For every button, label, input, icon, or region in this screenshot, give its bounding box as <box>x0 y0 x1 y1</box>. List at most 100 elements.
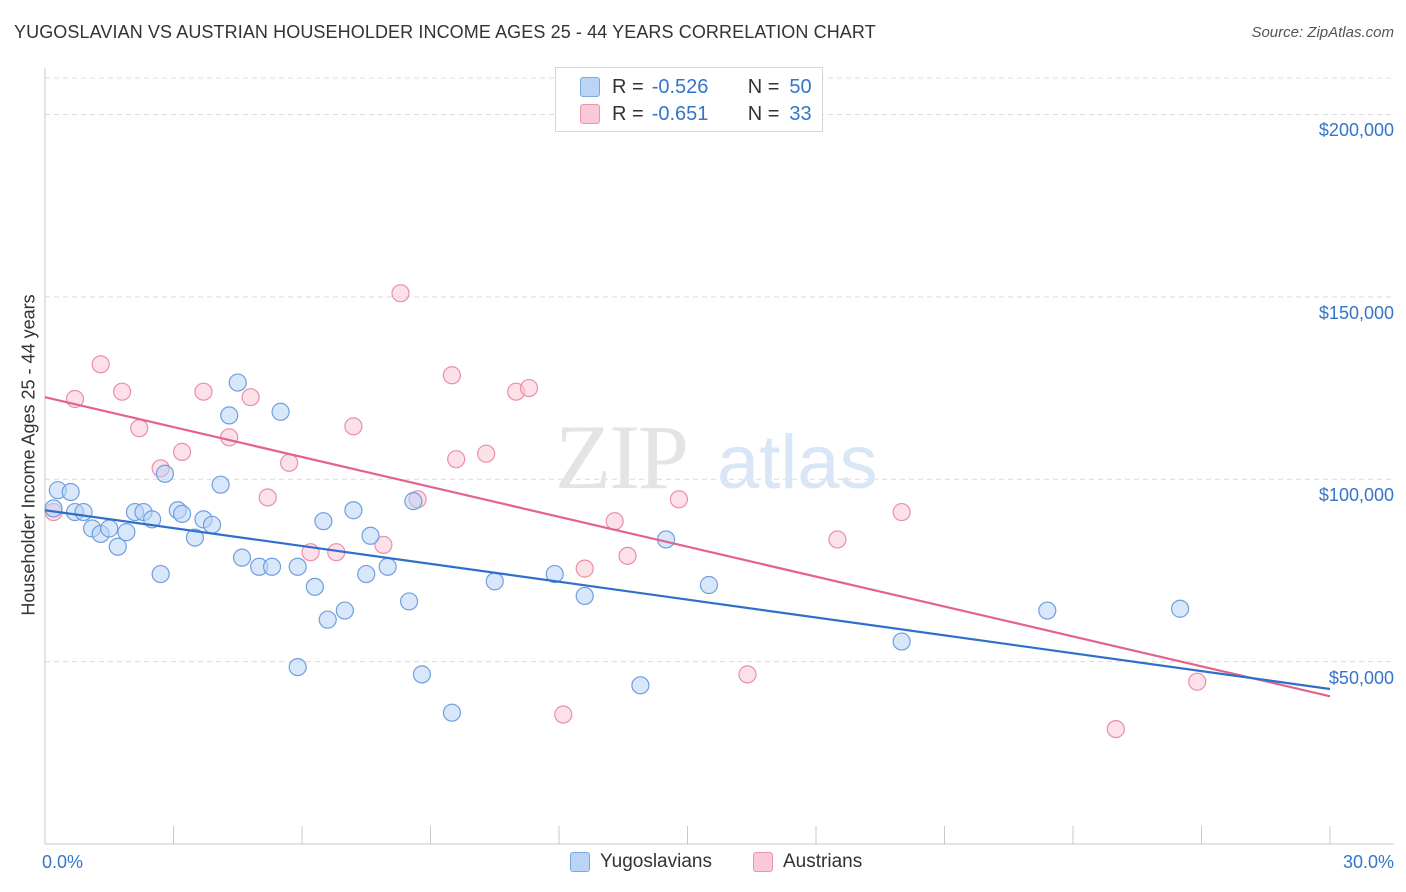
x-tick-label-max: 30.0% <box>1342 852 1394 872</box>
data-point <box>61 482 80 502</box>
legend-r-label: R = <box>612 102 644 125</box>
data-point <box>241 388 260 407</box>
data-point <box>262 557 282 576</box>
data-point <box>374 535 393 554</box>
data-point <box>1038 601 1057 620</box>
data-point <box>44 499 63 518</box>
legend-item-yugoslavians[interactable]: Yugoslavians <box>570 851 712 873</box>
data-point <box>357 564 376 584</box>
legend-n-label: N = <box>747 102 780 125</box>
legend-n-label: N = <box>747 75 780 98</box>
source-label: Source: ZipAtlas.com <box>1251 24 1394 41</box>
data-point <box>258 488 277 507</box>
data-point <box>344 417 363 436</box>
data-point <box>288 557 307 576</box>
data-point <box>220 428 239 447</box>
data-point <box>280 453 299 472</box>
watermark-atlas: atlas <box>717 420 878 505</box>
data-point <box>335 601 354 620</box>
trend-lines <box>44 396 1331 698</box>
data-point <box>318 610 337 629</box>
data-point <box>1188 672 1207 691</box>
grid-lines <box>45 77 1394 663</box>
legend-r-label: R = <box>612 75 644 98</box>
legend-row-austrians: R = -0.651 N = 33 <box>580 101 812 127</box>
y-axis-label: Householder Income Ages 25 - 44 years <box>18 294 39 616</box>
data-point <box>130 419 149 438</box>
data-point <box>305 577 324 596</box>
chart-title: YUGOSLAVIAN VS AUSTRIAN HOUSEHOLDER INCO… <box>14 22 876 42</box>
data-point <box>228 373 247 392</box>
data-point <box>631 676 650 695</box>
legend-n-value: 33 <box>789 102 812 125</box>
legend-swatch-blue <box>570 852 590 872</box>
legend-row-yugoslavians: R = -0.526 N = 50 <box>580 74 812 100</box>
data-point <box>618 546 637 565</box>
data-point <box>344 501 363 520</box>
data-point <box>412 665 432 684</box>
data-point <box>892 632 911 651</box>
y-tick-label: $50,000 <box>1328 667 1394 688</box>
data-point <box>108 537 127 556</box>
data-point <box>220 406 239 425</box>
legend-n-value: 50 <box>789 75 812 98</box>
data-point <box>91 355 110 374</box>
data-point <box>738 665 757 684</box>
data-point <box>378 557 397 576</box>
y-tick-label: $150,000 <box>1318 302 1394 323</box>
data-point <box>442 703 462 722</box>
legend-label: Yugoslavians <box>600 851 712 872</box>
data-point <box>172 442 192 461</box>
legend-swatch-pink <box>753 852 773 872</box>
data-point <box>314 512 333 531</box>
data-point <box>605 512 624 531</box>
data-point <box>288 657 307 677</box>
data-point <box>74 502 93 522</box>
legend-r-value: -0.526 <box>651 75 709 98</box>
legend-label: Austrians <box>783 851 863 872</box>
data-point <box>699 575 719 595</box>
data-point <box>485 572 504 591</box>
data-point <box>575 586 594 606</box>
legend-swatch-blue <box>580 77 600 97</box>
data-point <box>155 464 175 483</box>
data-point <box>442 366 462 385</box>
data-point <box>545 564 564 584</box>
data-point <box>477 444 496 463</box>
data-point <box>100 519 119 538</box>
watermark-zip: ZIP <box>555 406 687 508</box>
data-point <box>361 526 380 545</box>
series-austrians <box>44 284 1207 739</box>
data-point <box>194 382 213 401</box>
data-point <box>554 705 573 724</box>
data-point <box>1106 719 1125 739</box>
data-point <box>117 523 136 542</box>
data-point <box>399 592 419 611</box>
data-point <box>151 564 170 584</box>
trend-line-austrians <box>44 396 1331 698</box>
data-point <box>112 382 132 401</box>
legend-item-austrians[interactable]: Austrians <box>753 851 862 873</box>
data-point <box>211 475 230 494</box>
data-point <box>1170 599 1190 618</box>
axes <box>44 68 1394 845</box>
data-point <box>271 402 290 421</box>
data-point <box>669 490 689 509</box>
data-point <box>391 284 410 303</box>
y-tick-label: $200,000 <box>1318 120 1394 141</box>
correlation-legend: R = -0.526 N = 50 R = -0.651 N = 33 <box>555 67 823 132</box>
y-tick-label: $100,000 <box>1318 485 1394 506</box>
data-point <box>447 450 466 469</box>
data-point <box>575 559 594 578</box>
data-point <box>185 528 205 547</box>
trend-line-yugoslavians <box>44 509 1331 691</box>
data-point <box>828 530 847 549</box>
data-point <box>404 492 423 511</box>
data-point <box>892 502 911 522</box>
data-point <box>232 548 252 567</box>
data-point <box>172 504 192 523</box>
legend-r-value: -0.651 <box>651 102 709 125</box>
legend-swatch-pink <box>580 104 600 124</box>
x-tick-label-min: 0.0% <box>42 852 84 872</box>
